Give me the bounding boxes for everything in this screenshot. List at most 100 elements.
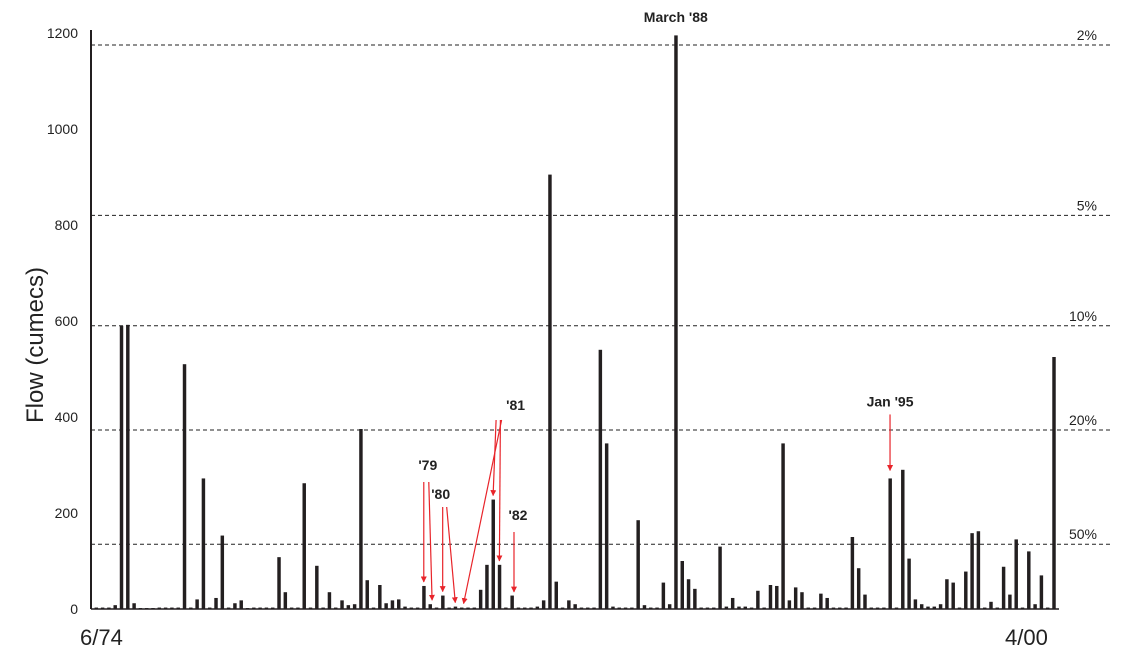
bar	[352, 604, 357, 609]
bar	[693, 588, 697, 609]
bar	[951, 582, 955, 609]
bar	[793, 587, 798, 609]
bar	[825, 597, 829, 609]
bar	[441, 595, 445, 609]
bar	[491, 499, 495, 609]
bar	[403, 606, 407, 609]
bar	[428, 604, 432, 609]
bar	[1001, 566, 1006, 609]
annotations: March '88 Jan '95 '79 '80 '81 '82	[418, 9, 914, 605]
bar	[485, 564, 489, 609]
bar	[724, 606, 729, 609]
bar	[674, 35, 678, 609]
bar	[195, 599, 199, 609]
x-start-label: 6/74	[80, 625, 123, 650]
bar	[510, 595, 514, 609]
annotation-arrow	[446, 506, 458, 604]
bar	[888, 478, 892, 609]
bar	[756, 590, 760, 609]
bar	[989, 601, 993, 609]
bar	[346, 605, 351, 609]
bar	[661, 582, 666, 609]
bar	[781, 443, 785, 609]
bar	[220, 535, 225, 609]
y-tick-labels: 0 200 400 600 800 1000 1200	[47, 25, 78, 617]
bar	[239, 600, 243, 609]
bar	[340, 600, 344, 609]
bar	[604, 443, 609, 609]
bar	[233, 603, 237, 609]
bar	[554, 581, 558, 609]
bar	[182, 364, 187, 609]
bar	[535, 606, 540, 609]
y-tick-label: 400	[55, 409, 79, 425]
bar	[1008, 594, 1012, 609]
bar	[938, 604, 943, 609]
x-end-label: 4/00	[1005, 625, 1048, 650]
y-tick-label: 1000	[47, 121, 78, 137]
annotation-arrow	[461, 419, 503, 605]
bar	[113, 605, 117, 609]
bar	[201, 478, 206, 609]
y-tick-label: 1200	[47, 25, 78, 41]
bar	[397, 599, 401, 609]
annotation-arrow	[490, 419, 497, 497]
y-tick-label: 200	[55, 505, 79, 521]
bar	[686, 579, 691, 609]
bar	[422, 585, 426, 609]
bar	[302, 483, 306, 609]
bar	[642, 605, 647, 609]
bar	[730, 597, 735, 609]
bar	[667, 604, 672, 609]
bar	[359, 429, 363, 609]
bar	[1052, 357, 1056, 609]
bar	[453, 606, 458, 609]
annotation-label: '79	[418, 457, 437, 473]
annotation-arrow	[428, 481, 435, 601]
annotation-label: March '88	[644, 9, 708, 25]
bar	[1033, 604, 1037, 609]
annotation-arrow	[496, 419, 503, 562]
bar	[378, 585, 382, 609]
y-tick-label: 600	[55, 313, 79, 329]
annotation-label: '81	[506, 397, 525, 413]
bar	[787, 600, 792, 609]
bar	[680, 561, 685, 609]
bar	[390, 600, 395, 609]
bar	[913, 599, 918, 609]
bar	[863, 594, 867, 609]
bar	[819, 593, 823, 609]
bar	[932, 606, 937, 609]
bar	[718, 546, 722, 609]
bar	[573, 604, 577, 609]
bar	[737, 606, 741, 609]
bar	[636, 520, 640, 609]
bar	[768, 585, 773, 609]
bar	[384, 603, 388, 609]
reference-line-label: 2%	[1077, 27, 1097, 43]
bar	[743, 606, 748, 609]
reference-line-label: 20%	[1069, 412, 1097, 428]
bar	[976, 531, 981, 609]
bar	[214, 597, 218, 609]
bar	[598, 349, 603, 609]
bar	[907, 558, 911, 609]
bar	[277, 557, 281, 609]
annotation-label: '80	[431, 486, 450, 502]
bar	[945, 579, 949, 609]
bar	[1014, 539, 1018, 609]
bar	[119, 325, 124, 609]
annotation-label: Jan '95	[867, 393, 914, 409]
bar	[541, 600, 546, 609]
y-tick-label: 800	[55, 217, 79, 233]
bar	[283, 592, 288, 609]
bar	[315, 565, 319, 609]
bars	[94, 35, 1056, 609]
annotation-label: '82	[509, 507, 528, 523]
bar	[775, 585, 779, 609]
reference-line-label: 10%	[1069, 308, 1097, 324]
bar	[850, 537, 855, 609]
reference-line-label: 50%	[1069, 526, 1097, 542]
bar	[1027, 551, 1031, 609]
bar	[856, 568, 861, 609]
